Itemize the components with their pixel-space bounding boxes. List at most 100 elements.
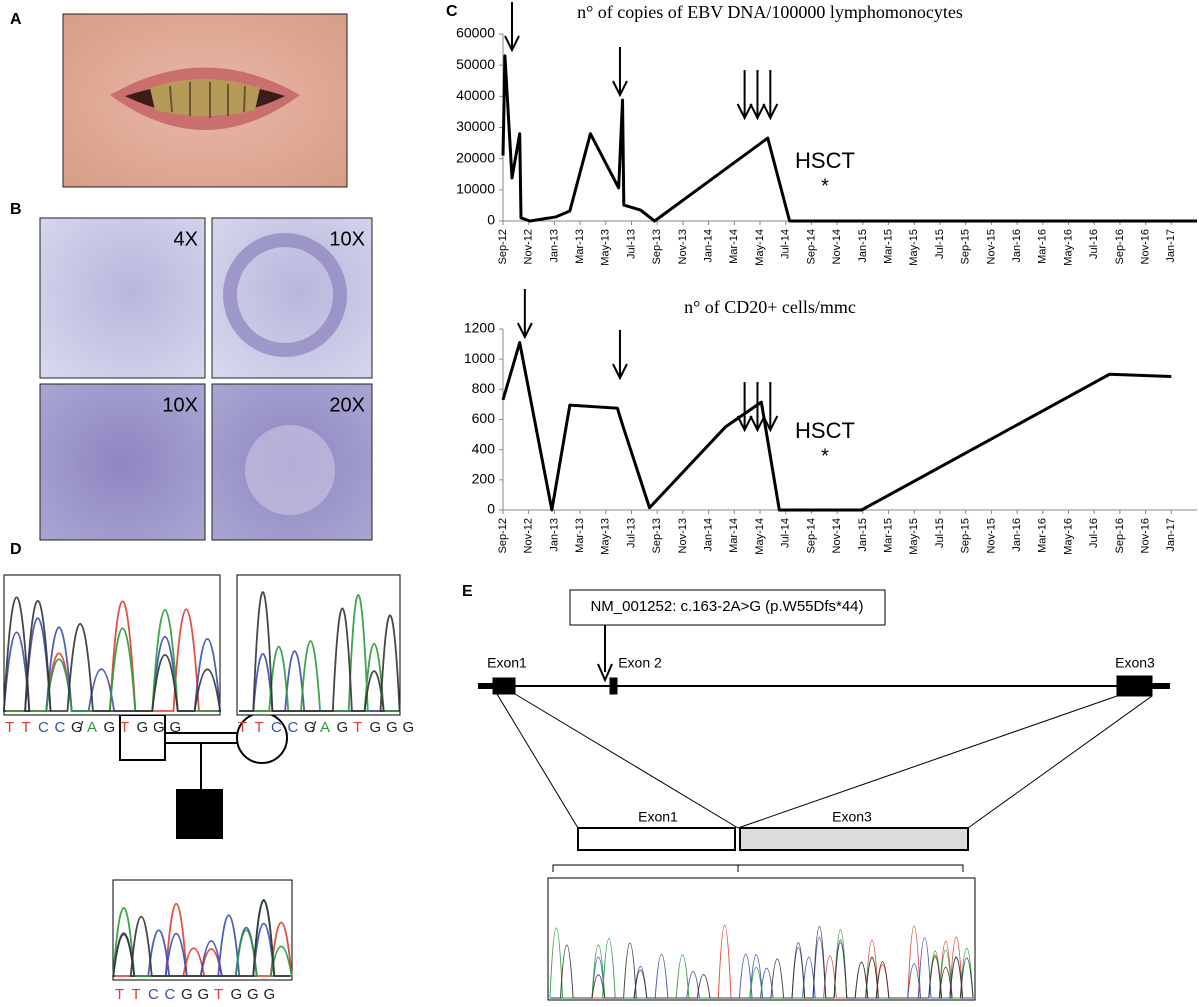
x-tick-label: Mar-14 [728,518,740,553]
x-tick-label: Mar-16 [1037,229,1049,264]
x-tick-label: Mar-15 [882,518,894,553]
base-call: T [353,719,362,736]
base-call: A [320,719,330,736]
y-tick-label: 1000 [464,350,495,366]
base-call: / [312,719,317,736]
x-tick-label: May-13 [600,518,612,555]
base-call: T [120,719,129,736]
base-call: G [198,986,210,1003]
x-tick-label: Jul-13 [625,229,637,259]
magnification: 20X [329,394,365,416]
x-tick-label: Jan-13 [548,229,560,263]
x-tick-label: Mar-14 [728,229,740,264]
x-tick-label: Jan-15 [857,229,869,263]
x-tick-label: Jul-16 [1088,229,1100,259]
base-call: C [288,719,299,736]
chromatogram-trace [112,899,290,977]
y-tick-label: 0 [487,212,495,228]
y-tick-label: 0 [487,501,495,517]
chromatogram-trace [549,927,974,999]
base-call: G [231,986,243,1003]
treatment-arrow [762,382,779,433]
micrograph [39,383,206,541]
base-call: G [153,719,165,736]
chart-title: n° of CD20+ cells/mmc [684,297,856,317]
base-call: G [386,719,398,736]
chromatogram [3,574,221,716]
x-tick-label: Nov-14 [831,518,843,553]
magnification: 10X [329,228,365,250]
x-tick-label: Jan-17 [1165,518,1177,552]
x-tick-label: Mar-13 [574,229,586,264]
treatment-arrow [749,382,766,433]
base-call: T [132,986,141,1003]
x-tick-label: Jul-15 [934,229,946,259]
annotation: HSCT [795,418,855,443]
x-tick-label: Sep-14 [805,518,817,553]
y-tick-label: 600 [472,410,496,426]
base-call: T [22,719,31,736]
x-tick-label: Sep-16 [1114,518,1126,553]
y-tick-label: 10000 [456,181,495,197]
magnification: 10X [162,394,198,416]
base-call: / [79,719,84,736]
base-call: G [370,719,382,736]
x-tick-label: Jul-16 [1088,518,1100,548]
variant-label: NM_001252: c.163-2A>G (p.W55Dfs*44) [590,598,863,615]
x-tick-label: Nov-16 [1139,518,1151,553]
chromatogram-trace [6,609,218,712]
x-tick-label: Nov-13 [677,518,689,553]
x-tick-label: Jul-14 [780,229,792,259]
x-tick-label: Sep-13 [651,229,663,264]
base-call: G [170,719,182,736]
base-call: G [304,719,316,736]
chromatogram-trace [239,593,398,712]
x-tick-label: Jan-15 [857,518,869,552]
magnification: 4X [174,228,198,250]
treatment-arrow [736,382,753,433]
mouth-photo [62,13,348,188]
x-tick-label: Nov-15 [985,229,997,264]
x-tick-label: Sep-12 [497,518,509,553]
annotation: * [821,175,829,197]
y-tick-label: 1200 [464,320,495,336]
gene-diagram [478,589,1170,1001]
treatment-arrow [612,330,628,381]
x-tick-label: Nov-12 [523,229,535,264]
x-tick-label: Sep-14 [805,229,817,264]
y-tick-label: 800 [472,380,496,396]
y-tick-label: 400 [472,440,496,456]
chromatogram-trace [239,591,401,712]
treatment-arrow [736,70,753,121]
base-call: G [137,719,149,736]
x-tick-label: Jan-17 [1165,229,1177,263]
chart-title: n° of copies of EBV DNA/100000 lymphomon… [577,2,963,22]
x-tick-label: May-15 [908,229,920,266]
exon-label: Exon3 [1115,655,1155,671]
x-tick-label: May-14 [754,229,766,266]
x-tick-label: Sep-15 [960,518,972,553]
panel-label: D [10,541,22,558]
x-tick-label: Nov-15 [985,518,997,553]
base-call: T [5,719,14,736]
base-call: A [87,719,97,736]
x-tick-label: Jan-16 [1011,518,1023,552]
x-tick-label: Nov-14 [831,229,843,264]
treatment-arrow [749,70,766,121]
exon-label: Exon1 [487,655,527,671]
x-tick-label: Jan-13 [548,518,560,552]
base-call: G [403,719,415,736]
x-tick-label: May-16 [1062,229,1074,266]
transcript-exon-label: Exon3 [832,809,872,825]
treatment-arrow [516,289,533,340]
x-tick-label: Jan-16 [1011,229,1023,263]
panel-label: A [10,11,22,28]
base-call: G [264,986,276,1003]
x-tick-label: Nov-13 [677,229,689,264]
y-tick-label: 50000 [456,56,495,72]
data-line [501,341,1172,512]
x-tick-label: May-15 [908,518,920,555]
base-call: G [104,719,116,736]
treatment-arrow [504,2,520,53]
base-call: C [148,986,159,1003]
